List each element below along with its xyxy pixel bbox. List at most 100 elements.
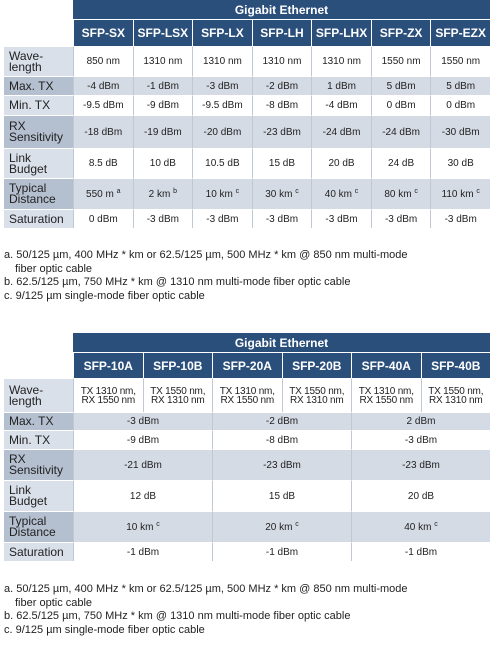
cell-value: -9.5 dBm xyxy=(202,100,243,111)
table-cell: -9 dBm xyxy=(73,430,212,449)
footnote-line: c. 9/125 µm single-mode fiber optic cabl… xyxy=(4,623,205,636)
cell-value: -4 dBm xyxy=(325,100,358,111)
cell-value: 0 dBm xyxy=(386,100,416,111)
column-header: SFP-ZX xyxy=(370,19,431,46)
cell-value: 1310 nm xyxy=(322,56,361,67)
table-cell: -24 dBm xyxy=(370,115,431,148)
cell-value: -9 dBm xyxy=(146,100,179,111)
footnote-line: a. 50/125 µm, 400 MHz * km or 62.5/125 µ… xyxy=(4,583,408,595)
cell-value: 1550 nm xyxy=(441,56,481,67)
row-label: RX Sensitivity xyxy=(4,115,73,148)
table-cell: -3 dBm xyxy=(311,209,371,228)
footnote-line: fiber optic cable xyxy=(15,262,93,275)
table-cell: 550 m a xyxy=(73,178,133,209)
table-cell: 1310 nm xyxy=(251,46,312,76)
row-label: Saturation xyxy=(4,209,73,228)
table-cell: -23 dBm xyxy=(212,449,351,480)
row-label-text: Distance xyxy=(9,192,56,206)
table-cell: 24 dB xyxy=(370,148,431,178)
table-cell: 15 dB xyxy=(251,148,312,178)
cell-value: 15 dB xyxy=(268,490,296,502)
group-header: Gigabit Ethernet xyxy=(73,333,490,352)
footnote-marker: b xyxy=(173,187,178,195)
cell-value: -3 dBm xyxy=(325,213,358,225)
cell-value: -1 dBm xyxy=(146,80,179,92)
table-cell: 0 dBm xyxy=(430,95,490,115)
table-cell: TX 1550 nm, RX 1310 nm xyxy=(142,378,212,412)
table-cell: 0 dBm xyxy=(370,95,431,115)
table-row: Saturation -1 dBm -1 dBm -1 dBm xyxy=(4,542,490,561)
table-cell: -4 dBm xyxy=(311,95,371,115)
footnote-marker: c xyxy=(235,187,240,195)
row-label-text: Saturation xyxy=(9,544,64,559)
cell-value: TX 1550 nm, xyxy=(289,385,345,397)
column-header: SFP-LHX xyxy=(311,19,371,46)
cell-value: -3 dBm xyxy=(404,434,438,446)
cell-value: -8 dBm xyxy=(265,434,299,446)
cell-value: -3 dBm xyxy=(444,213,477,225)
cell-value: 2 dBm xyxy=(406,416,436,427)
table-row: Wave-length TX 1310 nm, RX 1550 nm TX 1550 … xyxy=(4,378,490,412)
table-cell: TX 1550 nm, RX 1310 nm xyxy=(281,378,351,412)
cell-value: 10 km xyxy=(205,188,233,200)
cell-value: -23 dBm xyxy=(263,126,301,138)
table-row: Wave-length 850 nm 1310 nm 1310 nm 1310 nm 13… xyxy=(4,46,490,76)
table-row: Link Budget 12 dB 15 dB 20 dB xyxy=(4,480,490,511)
cell-value: TX 1550 nm, xyxy=(428,385,484,397)
row-label-text: Sensitivity xyxy=(9,463,64,477)
table-cell: 1310 nm xyxy=(311,46,371,76)
table-row: Max. TX -3 dBm -2 dBm 2 dBm xyxy=(4,412,490,430)
cell-value: 40 km xyxy=(324,188,352,200)
row-label: Link Budget xyxy=(4,148,73,178)
cell-value: 850 nm xyxy=(86,56,120,67)
column-header: SFP-40A xyxy=(351,352,421,378)
row-label: RX Sensitivity xyxy=(4,449,73,480)
row-label: Saturation xyxy=(4,542,73,561)
row-label: Typical Distance xyxy=(4,511,73,542)
row-label: Max. TX xyxy=(4,412,73,430)
row-label-text: Typical xyxy=(9,181,47,195)
footnote-marker: c xyxy=(295,520,299,528)
cell-value: 10 km xyxy=(126,521,154,533)
footnote-marker: c xyxy=(414,187,418,195)
table-cell: -8 dBm xyxy=(251,95,312,115)
column-header: SFP-10A xyxy=(73,352,143,378)
table-cell: 1310 nm xyxy=(192,46,252,76)
cell-value: -2 dBm xyxy=(265,80,299,92)
cell-value: -3 dBm xyxy=(206,80,239,92)
cell-value: -3 dBm xyxy=(146,213,179,225)
cell-value: 1310 nm xyxy=(143,56,183,67)
table-cell: 10 km c xyxy=(73,511,212,542)
cell-value: 30 dB xyxy=(447,158,474,169)
table-cell: -9 dBm xyxy=(132,95,193,115)
table-cell: 1 dBm xyxy=(311,76,371,95)
row-label-text: Min. TX xyxy=(9,98,51,112)
table-cell: 30 km c xyxy=(251,178,312,209)
table-cell: -3 dBm xyxy=(430,209,490,228)
table-cell: 5 dBm xyxy=(430,76,490,95)
cell-value: 20 dB xyxy=(407,490,435,502)
cell-value: 20 km xyxy=(265,521,293,533)
cell-value: -30 dBm xyxy=(441,126,480,138)
table-cell: -24 dBm xyxy=(311,115,371,148)
column-header: SFP-40B xyxy=(420,352,490,378)
cell-value: 40 km xyxy=(404,521,432,533)
footnote-line: c. 9/125 µm single-mode fiber optic cabl… xyxy=(4,289,205,302)
cell-value: TX 1310 nm, xyxy=(80,385,136,397)
footnote-marker: c xyxy=(156,520,160,528)
cell-value: 1310 nm xyxy=(202,56,242,67)
table-cell: 40 km c xyxy=(311,178,371,209)
table-cell: -23 dBm xyxy=(351,449,490,480)
table-cell: -1 dBm xyxy=(351,542,490,561)
spec-table-gigabit-1: Gigabit Ethernet SFP-SX SFP-LSX SFP-LX SFP-… xyxy=(4,0,490,228)
cell-value: 550 m xyxy=(86,188,114,200)
cell-value: -8 dBm xyxy=(265,100,299,111)
cell-value: RX 1310 nm xyxy=(289,394,344,406)
table-cell: 1550 nm xyxy=(430,46,490,76)
spec-table-gigabit-2: Gigabit Ethernet SFP-10A SFP-10B SFP-20A SF… xyxy=(4,333,490,561)
table-cell: -19 dBm xyxy=(132,115,193,148)
table-cell: -1 dBm xyxy=(73,542,212,561)
row-label-text: RX xyxy=(9,452,26,466)
column-header: SFP-LSX xyxy=(132,19,193,46)
table-cell: -21 dBm xyxy=(73,449,212,480)
